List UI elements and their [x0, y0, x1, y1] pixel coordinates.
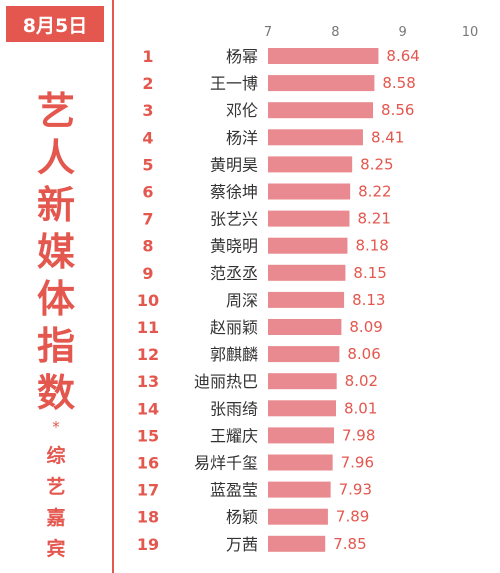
rank-label: 7: [142, 210, 153, 229]
rank-label: 1: [142, 47, 153, 66]
value-label: 8.21: [357, 210, 390, 228]
value-label: 8.15: [353, 264, 386, 282]
title-char: 数: [36, 371, 75, 415]
asterisk-mark: *: [52, 418, 60, 436]
bar: [268, 346, 340, 363]
bar: [268, 237, 348, 254]
rank-label: 9: [142, 264, 153, 283]
subtitle-char: 嘉: [46, 507, 66, 529]
bar: [268, 75, 375, 92]
value-label: 8.56: [381, 101, 414, 119]
x-tick-label: 8: [331, 25, 339, 40]
subtitle-char: 宾: [46, 538, 66, 560]
bar: [268, 319, 342, 335]
value-label: 7.93: [339, 481, 372, 499]
value-label: 8.64: [386, 47, 419, 65]
bar: [268, 183, 351, 200]
rank-label: 11: [137, 318, 159, 337]
rank-label: 15: [137, 426, 159, 445]
rank-label: 8: [142, 237, 153, 256]
artist-name: 邓伦: [226, 101, 258, 120]
artist-name: 张艺兴: [210, 210, 258, 229]
rank-label: 16: [137, 454, 159, 473]
artist-name: 张雨绮: [210, 399, 258, 418]
artist-name: 万茜: [226, 535, 258, 554]
artist-name: 杨幂: [226, 47, 258, 66]
value-label: 8.22: [358, 183, 391, 201]
value-label: 8.01: [344, 399, 377, 417]
subtitle-char: 综: [46, 445, 66, 467]
value-label: 8.25: [360, 155, 393, 173]
artist-name: 周深: [226, 291, 258, 310]
bar: [268, 454, 333, 471]
x-tick-label: 7: [264, 25, 272, 40]
value-label: 8.18: [355, 237, 388, 255]
bar: [268, 400, 337, 417]
artist-name: 蓝盈莹: [210, 481, 258, 500]
date-badge: 8月5日: [6, 6, 104, 42]
bar: [268, 291, 345, 308]
subtitle-char: 艺: [46, 476, 66, 498]
title-panel: 8月5日 艺 人 新 媒 体 指 数 * 综 艺 嘉 宾: [0, 0, 114, 573]
bar: [268, 535, 326, 552]
rank-label: 10: [137, 291, 159, 310]
value-label: 8.13: [352, 291, 385, 309]
bar: [268, 427, 334, 444]
vertical-subtitle: 综 艺 嘉 宾: [46, 441, 65, 565]
artist-name: 范丞丞: [210, 264, 258, 283]
artist-name: 迪丽热巴: [194, 372, 258, 391]
artist-name: 赵丽颖: [210, 318, 258, 337]
value-label: 8.06: [347, 345, 380, 363]
artist-name: 蔡徐坤: [210, 183, 258, 202]
value-label: 8.09: [349, 318, 382, 336]
artist-name: 郭麒麟: [210, 345, 258, 364]
artist-name: 杨洋: [226, 128, 258, 147]
bar: [268, 129, 363, 146]
x-tick-label: 9: [399, 25, 407, 40]
value-label: 7.89: [336, 508, 369, 526]
value-label: 8.58: [382, 74, 415, 92]
artist-name: 杨颖: [226, 508, 258, 527]
value-label: 8.02: [345, 372, 378, 390]
bar: [268, 210, 350, 227]
bar: [268, 156, 353, 173]
rank-label: 12: [137, 345, 159, 364]
value-label: 7.96: [341, 454, 374, 472]
vertical-title: 艺 人 新 媒 体 指 数 * 综 艺 嘉 宾: [0, 88, 112, 565]
value-label: 7.98: [342, 426, 375, 444]
rank-label: 4: [142, 128, 153, 147]
value-label: 7.85: [333, 535, 366, 553]
rank-label: 18: [137, 508, 159, 527]
title-char: 艺: [36, 89, 75, 133]
rank-label: 13: [137, 372, 159, 391]
rank-label: 19: [137, 535, 159, 554]
rank-label: 6: [142, 183, 153, 202]
artist-name: 易烊千玺: [194, 454, 258, 473]
title-char: 指: [36, 324, 75, 368]
rank-label: 14: [137, 399, 159, 418]
value-label: 8.41: [371, 128, 404, 146]
bar: [268, 481, 331, 498]
title-char: 新: [36, 183, 75, 227]
rank-label: 5: [142, 155, 153, 174]
title-char: 人: [36, 136, 75, 180]
x-tick-label: 10: [462, 25, 479, 40]
rank-label: 3: [142, 101, 153, 120]
title-char: 媒: [36, 230, 75, 274]
artist-name: 王耀庆: [210, 426, 258, 445]
bar: [268, 373, 337, 390]
bar: [268, 264, 346, 281]
artist-name: 黄明昊: [210, 155, 258, 174]
bar: [268, 102, 374, 119]
title-char: 体: [36, 277, 75, 321]
artist-name: 王一博: [210, 74, 258, 93]
rank-label: 17: [137, 481, 159, 500]
rank-label: 2: [142, 74, 153, 93]
artist-name: 黄晓明: [210, 237, 258, 256]
bar: [268, 48, 379, 64]
bar: [268, 508, 328, 525]
